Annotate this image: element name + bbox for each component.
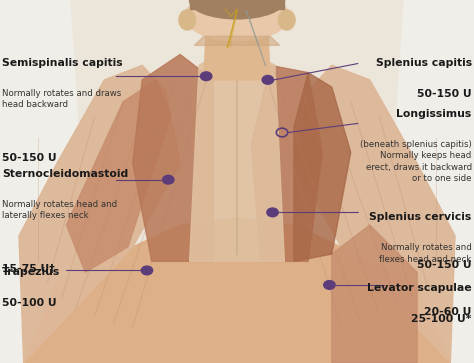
Polygon shape	[66, 80, 171, 272]
Text: Trapezius: Trapezius	[2, 267, 61, 277]
Text: Normally rotates head and
laterally flexes neck: Normally rotates head and laterally flex…	[2, 200, 118, 220]
Polygon shape	[294, 73, 351, 261]
Text: 15-75 U†: 15-75 U†	[2, 264, 55, 274]
Text: Semispinalis capitis: Semispinalis capitis	[2, 58, 123, 68]
Circle shape	[201, 72, 212, 81]
Text: 50-100 U: 50-100 U	[2, 298, 57, 308]
Circle shape	[324, 281, 335, 289]
Polygon shape	[294, 65, 455, 363]
Text: Longissimus: Longissimus	[396, 109, 472, 119]
Text: Splenius cervicis: Splenius cervicis	[369, 212, 472, 223]
Circle shape	[267, 208, 278, 217]
Polygon shape	[190, 0, 284, 9]
Circle shape	[141, 266, 153, 275]
Text: 50-150 U: 50-150 U	[2, 153, 57, 163]
Polygon shape	[24, 218, 450, 363]
Ellipse shape	[185, 0, 289, 41]
Polygon shape	[332, 225, 417, 363]
Polygon shape	[71, 0, 403, 363]
Text: 50-150 U: 50-150 U	[417, 89, 472, 99]
Polygon shape	[251, 65, 322, 261]
Polygon shape	[204, 29, 270, 80]
Polygon shape	[19, 65, 180, 363]
Ellipse shape	[179, 10, 195, 30]
Polygon shape	[190, 44, 284, 261]
Text: Normally rotates and
flexes head and neck: Normally rotates and flexes head and nec…	[379, 243, 472, 264]
Polygon shape	[194, 36, 280, 45]
Text: 20-60 U: 20-60 U	[424, 307, 472, 317]
Text: Splenius capitis: Splenius capitis	[375, 58, 472, 68]
Text: Normally rotates and draws
head backward: Normally rotates and draws head backward	[2, 89, 122, 109]
Circle shape	[262, 76, 273, 84]
Text: Levator scapulae: Levator scapulae	[367, 283, 472, 293]
Ellipse shape	[278, 10, 295, 30]
Polygon shape	[133, 54, 213, 261]
Text: 50-150 U: 50-150 U	[417, 260, 472, 270]
Text: 25-100 U*: 25-100 U*	[411, 314, 472, 324]
Ellipse shape	[190, 0, 284, 19]
Text: (beneath splenius capitis)
Normally keeps head
erect, draws it backward
or to on: (beneath splenius capitis) Normally keep…	[360, 140, 472, 183]
Circle shape	[163, 175, 174, 184]
Text: Sternocleidomastoid: Sternocleidomastoid	[2, 169, 128, 179]
